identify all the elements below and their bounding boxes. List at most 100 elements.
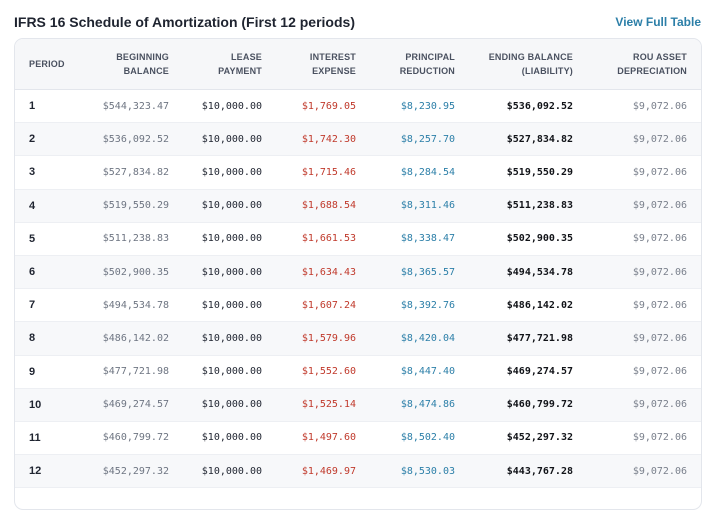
cell-lease-payment: $10,000.00 — [183, 454, 276, 489]
cell-beginning-balance: $460,799.72 — [85, 421, 183, 456]
cell-lease-payment: $10,000.00 — [183, 355, 276, 389]
cell-beginning-balance: $469,274.57 — [85, 388, 183, 422]
cell-beginning-balance: $519,550.29 — [85, 189, 183, 223]
table-row: 8 $486,142.02 $10,000.00 $1,579.96 $8,420.04… — [15, 321, 701, 356]
cell-rou-depreciation: $9,072.06 — [587, 321, 701, 356]
cell-lease-payment: $10,000.00 — [183, 288, 276, 323]
column-header-lease-payment: LEASE PAYMENT — [183, 39, 276, 90]
cell-period: 10 — [15, 388, 85, 422]
cell-principal-reduction: $8,474.86 — [370, 388, 469, 422]
column-header-line2: (LIABILITY) — [521, 66, 573, 76]
cell-ending-balance: $511,238.83 — [469, 189, 587, 223]
column-header-line2: PAYMENT — [218, 66, 262, 76]
cell-interest-expense: $1,688.54 — [276, 189, 370, 223]
cell-beginning-balance: $536,092.52 — [85, 122, 183, 157]
cell-lease-payment: $10,000.00 — [183, 388, 276, 422]
cell-ending-balance: $519,550.29 — [469, 155, 587, 190]
column-header-line2: DEPRECIATION — [617, 66, 687, 76]
table-row: 11 $460,799.72 $10,000.00 $1,497.60 $8,502.4… — [15, 421, 701, 456]
cell-period: 6 — [15, 255, 85, 290]
cell-interest-expense: $1,579.96 — [276, 321, 370, 356]
view-full-table-link[interactable]: View Full Table — [615, 15, 701, 29]
column-header-line1: PERIOD — [29, 59, 65, 69]
cell-lease-payment: $10,000.00 — [183, 122, 276, 157]
cell-period: 9 — [15, 355, 85, 389]
cell-principal-reduction: $8,392.76 — [370, 288, 469, 323]
table-body: 1 $544,323.47 $10,000.00 $1,769.05 $8,230.95… — [15, 89, 701, 489]
cell-ending-balance: $452,297.32 — [469, 421, 587, 456]
cell-principal-reduction: $8,447.40 — [370, 355, 469, 389]
cell-lease-payment: $10,000.00 — [183, 255, 276, 290]
cell-rou-depreciation: $9,072.06 — [587, 89, 701, 124]
cell-beginning-balance: $502,900.35 — [85, 255, 183, 290]
cell-beginning-balance: $544,323.47 — [85, 89, 183, 124]
table-row: 4 $519,550.29 $10,000.00 $1,688.54 $8,311.46… — [15, 189, 701, 223]
cell-beginning-balance: $452,297.32 — [85, 454, 183, 489]
cell-interest-expense: $1,497.60 — [276, 421, 370, 456]
cell-principal-reduction: $8,284.54 — [370, 155, 469, 190]
cell-interest-expense: $1,525.14 — [276, 388, 370, 422]
cell-period: 2 — [15, 122, 85, 157]
cell-rou-depreciation: $9,072.06 — [587, 155, 701, 190]
cell-beginning-balance: $511,238.83 — [85, 222, 183, 256]
cell-interest-expense: $1,769.05 — [276, 89, 370, 124]
cell-principal-reduction: $8,338.47 — [370, 222, 469, 256]
cell-beginning-balance: $486,142.02 — [85, 321, 183, 356]
cell-principal-reduction: $8,530.03 — [370, 454, 469, 489]
column-header-rou-depreciation: ROU ASSET DEPRECIATION — [587, 39, 701, 90]
column-header-line1: ROU ASSET — [633, 52, 687, 62]
cell-beginning-balance: $527,834.82 — [85, 155, 183, 190]
cell-ending-balance: $494,534.78 — [469, 255, 587, 290]
cell-rou-depreciation: $9,072.06 — [587, 255, 701, 290]
cell-period: 12 — [15, 454, 85, 489]
table-row: 5 $511,238.83 $10,000.00 $1,661.53 $8,338.47… — [15, 222, 701, 256]
cell-rou-depreciation: $9,072.06 — [587, 388, 701, 422]
cell-lease-payment: $10,000.00 — [183, 421, 276, 456]
cell-period: 7 — [15, 288, 85, 323]
table-row: 3 $527,834.82 $10,000.00 $1,715.46 $8,284.54… — [15, 155, 701, 190]
table-row: 10 $469,274.57 $10,000.00 $1,525.14 $8,474.8… — [15, 388, 701, 422]
amortization-table: PERIOD BEGINNING BALANCE LEASE PAYMENT I… — [15, 39, 701, 489]
cell-rou-depreciation: $9,072.06 — [587, 222, 701, 256]
cell-period: 3 — [15, 155, 85, 190]
table-row: 7 $494,534.78 $10,000.00 $1,607.24 $8,392.76… — [15, 288, 701, 323]
column-header-line2: BALANCE — [123, 66, 169, 76]
cell-ending-balance: $460,799.72 — [469, 388, 587, 422]
cell-ending-balance: $443,767.28 — [469, 454, 587, 489]
cell-period: 4 — [15, 189, 85, 223]
column-header-line2: REDUCTION — [399, 66, 455, 76]
cell-lease-payment: $10,000.00 — [183, 189, 276, 223]
cell-rou-depreciation: $9,072.06 — [587, 288, 701, 323]
column-header-line2: EXPENSE — [312, 66, 356, 76]
cell-period: 8 — [15, 321, 85, 356]
cell-interest-expense: $1,552.60 — [276, 355, 370, 389]
cell-principal-reduction: $8,502.40 — [370, 421, 469, 456]
table-row: 12 $452,297.32 $10,000.00 $1,469.97 $8,530.0… — [15, 454, 701, 489]
cell-period: 11 — [15, 421, 85, 456]
column-header-line1: INTEREST — [309, 52, 356, 62]
cell-rou-depreciation: $9,072.06 — [587, 122, 701, 157]
cell-lease-payment: $10,000.00 — [183, 222, 276, 256]
page-header: IFRS 16 Schedule of Amortization (First … — [14, 12, 701, 32]
page-title: IFRS 16 Schedule of Amortization (First … — [14, 14, 355, 30]
column-header-interest-expense: INTEREST EXPENSE — [276, 39, 370, 90]
cell-rou-depreciation: $9,072.06 — [587, 189, 701, 223]
cell-interest-expense: $1,715.46 — [276, 155, 370, 190]
cell-rou-depreciation: $9,072.06 — [587, 421, 701, 456]
amortization-table-card: PERIOD BEGINNING BALANCE LEASE PAYMENT I… — [14, 38, 702, 510]
cell-interest-expense: $1,634.43 — [276, 255, 370, 290]
cell-interest-expense: $1,607.24 — [276, 288, 370, 323]
table-row: 2 $536,092.52 $10,000.00 $1,742.30 $8,257.70… — [15, 122, 701, 157]
column-header-principal-reduction: PRINCIPAL REDUCTION — [370, 39, 469, 90]
column-header-line1: LEASE — [230, 52, 262, 62]
cell-principal-reduction: $8,365.57 — [370, 255, 469, 290]
cell-lease-payment: $10,000.00 — [183, 155, 276, 190]
cell-principal-reduction: $8,230.95 — [370, 89, 469, 124]
cell-interest-expense: $1,661.53 — [276, 222, 370, 256]
table-row: 6 $502,900.35 $10,000.00 $1,634.43 $8,365.57… — [15, 255, 701, 290]
cell-principal-reduction: $8,311.46 — [370, 189, 469, 223]
cell-ending-balance: $527,834.82 — [469, 122, 587, 157]
column-header-period: PERIOD — [15, 39, 85, 90]
cell-ending-balance: $536,092.52 — [469, 89, 587, 124]
cell-ending-balance: $502,900.35 — [469, 222, 587, 256]
